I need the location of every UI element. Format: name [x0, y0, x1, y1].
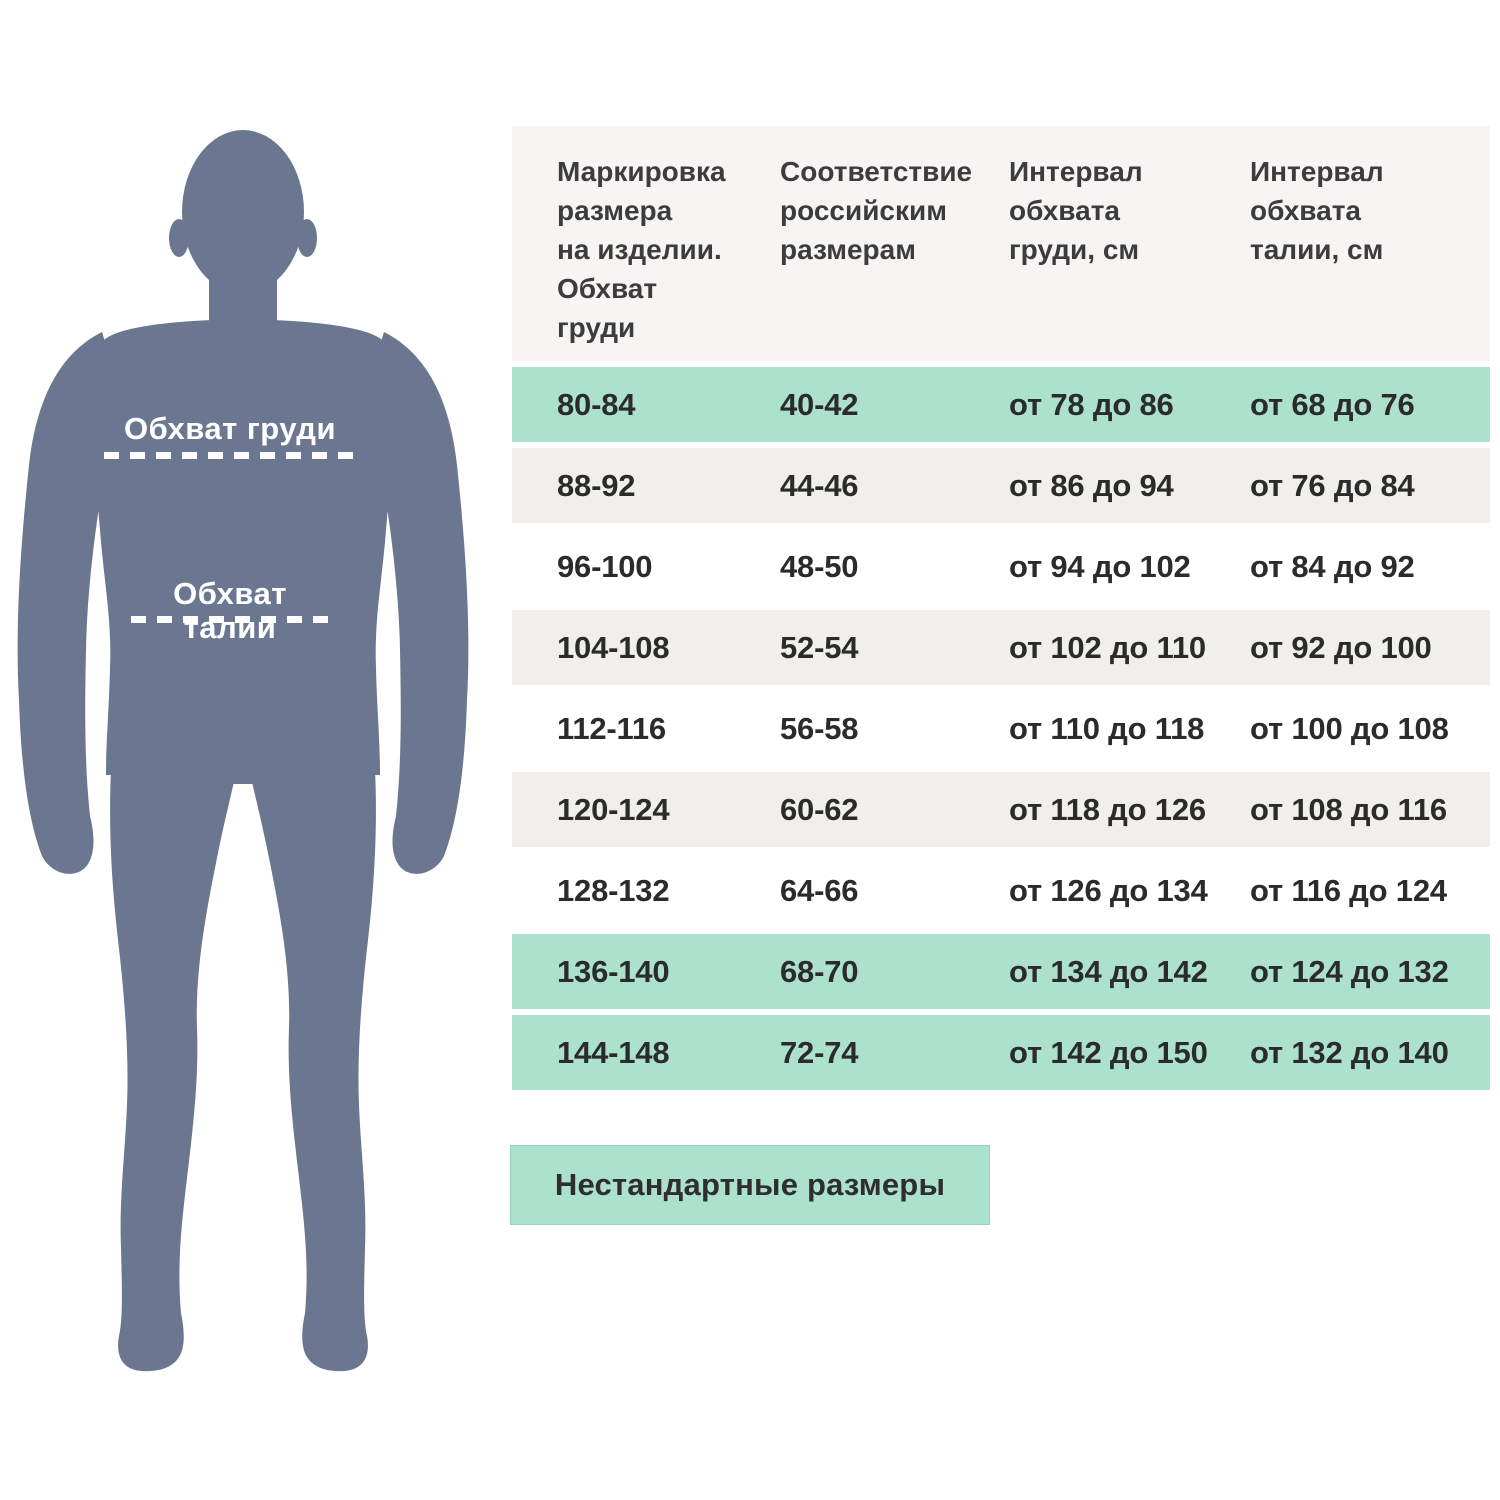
waist-girth-label: Обхват талии	[173, 576, 287, 645]
cell-chest-interval: от 102 до 110	[1009, 629, 1206, 665]
waist-girth-dashed-line	[131, 616, 329, 623]
cell-russian-size: 56-58	[780, 710, 859, 746]
cell-russian-size: 64-66	[780, 872, 859, 908]
cell-marking: 104-108	[557, 629, 670, 665]
table-row: 112-116 56-58 от 110 до 118 от 100 до 10…	[512, 691, 1490, 766]
table-row: 120-124 60-62 от 118 до 126 от 108 до 11…	[512, 772, 1490, 847]
cell-chest-interval: от 142 до 150	[1009, 1034, 1208, 1070]
cell-marking: 88-92	[557, 467, 636, 503]
cell-marking: 128-132	[557, 872, 670, 908]
cell-chest-interval: от 110 до 118	[1009, 710, 1205, 746]
cell-marking: 96-100	[557, 548, 653, 584]
cell-russian-size: 48-50	[780, 548, 859, 584]
non-standard-sizes-button[interactable]: Нестандартные размеры	[510, 1145, 990, 1225]
male-body-silhouette	[17, 130, 469, 1372]
column-header-chest-interval: Интервал обхвата груди, см	[1009, 156, 1143, 265]
table-header-row: Маркировка размера на изделии. Обхват гр…	[512, 126, 1490, 361]
cell-marking: 112-116	[557, 710, 666, 746]
cell-russian-size: 60-62	[780, 791, 859, 827]
table-row: 128-132 64-66 от 126 до 134 от 116 до 12…	[512, 853, 1490, 928]
cell-chest-interval: от 118 до 126	[1009, 791, 1206, 827]
cell-russian-size: 72-74	[780, 1034, 859, 1070]
table-row: 88-92 44-46 от 86 до 94 от 76 до 84	[512, 448, 1490, 523]
cell-chest-interval: от 126 до 134	[1009, 872, 1208, 908]
cell-russian-size: 44-46	[780, 467, 859, 503]
cell-waist-interval: от 68 до 76	[1250, 386, 1415, 422]
table-row: 80-84 40-42 от 78 до 86 от 68 до 76	[512, 367, 1490, 442]
cell-russian-size: 52-54	[780, 629, 859, 665]
cell-chest-interval: от 78 до 86	[1009, 386, 1174, 422]
cell-waist-interval: от 92 до 100	[1250, 629, 1432, 665]
size-table: Маркировка размера на изделии. Обхват гр…	[512, 126, 1490, 1090]
column-header-waist-interval: Интервал обхвата талии, см	[1250, 156, 1384, 265]
cell-russian-size: 68-70	[780, 953, 859, 989]
cell-waist-interval: от 124 до 132	[1250, 953, 1449, 989]
cell-chest-interval: от 134 до 142	[1009, 953, 1208, 989]
cell-chest-interval: от 94 до 102	[1009, 548, 1191, 584]
column-header-russian-size: Соответствие российским размерам	[780, 156, 973, 265]
cell-marking: 136-140	[557, 953, 670, 989]
column-header-marking: Маркировка размера на изделии. Обхват гр…	[557, 156, 726, 343]
table-row: 104-108 52-54 от 102 до 110 от 92 до 100	[512, 610, 1490, 685]
cell-waist-interval: от 100 до 108	[1250, 710, 1449, 746]
cell-chest-interval: от 86 до 94	[1009, 467, 1174, 503]
cell-waist-interval: от 84 до 92	[1250, 548, 1415, 584]
cell-waist-interval: от 76 до 84	[1250, 467, 1415, 503]
cell-marking: 120-124	[557, 791, 670, 827]
table-row: 144-148 72-74 от 142 до 150 от 132 до 14…	[512, 1015, 1490, 1090]
cell-waist-interval: от 108 до 116	[1250, 791, 1447, 827]
cell-waist-interval: от 116 до 124	[1250, 872, 1447, 908]
chest-girth-dashed-line	[104, 452, 356, 459]
table-row: 136-140 68-70 от 134 до 142 от 124 до 13…	[512, 934, 1490, 1009]
cell-waist-interval: от 132 до 140	[1250, 1034, 1449, 1070]
cell-russian-size: 40-42	[780, 386, 859, 422]
cell-marking: 80-84	[557, 386, 636, 422]
cell-marking: 144-148	[557, 1034, 670, 1070]
male-figure	[0, 120, 490, 1380]
chest-girth-label: Обхват груди	[123, 411, 337, 446]
table-row: 96-100 48-50 от 94 до 102 от 84 до 92	[512, 529, 1490, 604]
